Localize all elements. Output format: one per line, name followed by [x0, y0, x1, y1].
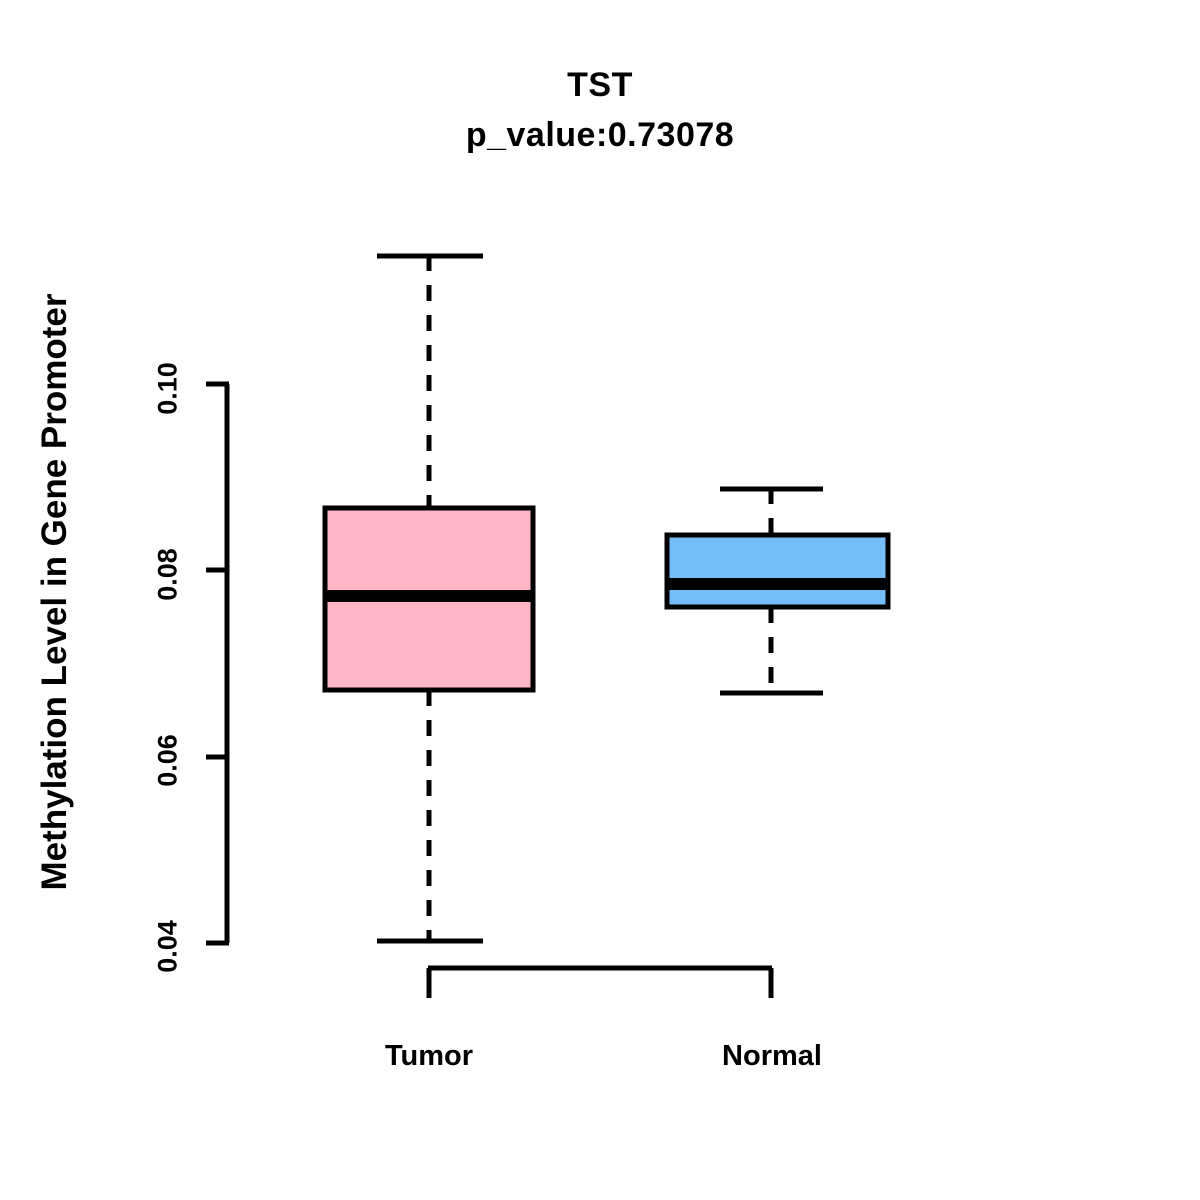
page-title: TST: [567, 66, 633, 104]
chart-subtitle-pvalue: p_value:0.73078: [465, 116, 735, 154]
box-tumor[interactable]: [322, 253, 536, 944]
x-tick-label-tumor: Tumor: [384, 1040, 474, 1072]
normal-box-iqr[interactable]: [664, 532, 891, 610]
x-axis: [426, 965, 774, 998]
box-normal[interactable]: [664, 486, 891, 696]
y-axis: [206, 381, 230, 946]
x-tick-label-normal: Normal: [722, 1040, 822, 1072]
